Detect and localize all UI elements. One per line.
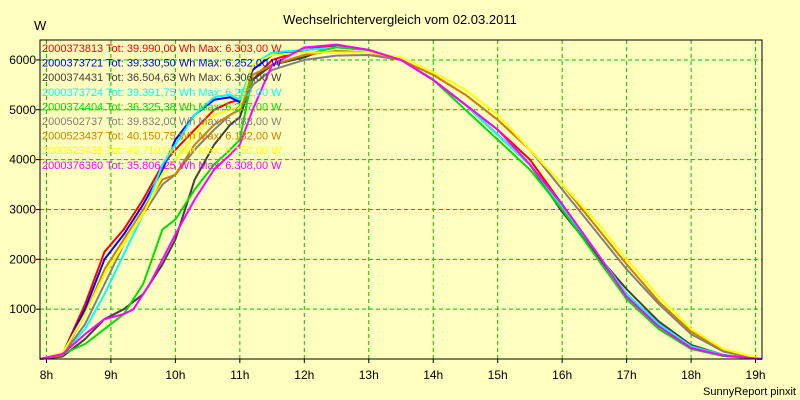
y-tick-label: 1000 [9,302,36,316]
y-tick-label: 6000 [9,53,36,67]
x-tick-label: 8h [40,368,53,382]
y-tick-label: 4000 [9,153,36,167]
plot-frame [39,39,763,360]
axis-ticks: 8h 9h 10h 11h 12h 13h 14h 15h 16h 17h 18h 19h 1000 20… [9,53,765,382]
legend-entry-2000373724: 2000373724 Tot: 39.391,75 Wh Max: 6.252,… [42,87,282,99]
x-tick-label: 17h [617,368,637,382]
series-line-2000523438 [39,51,763,360]
legend-entry-2000502737: 2000502737 Tot: 39.832,00 Wh Max: 6.088,… [42,116,282,128]
legend-entry-2000374404: 2000374404 Tot: 36.325,38 Wh Max: 6.257,… [42,101,282,113]
y-tick-label: 5000 [9,103,36,117]
y-axis-unit-label: W [34,18,47,33]
legend-entry-2000373721: 2000373721 Tot: 39.330,50 Wh Max: 6.252,… [42,58,282,70]
legend-entry-2000523437: 2000523437 Tot: 40.150,75 Wh Max: 6.182,… [42,131,282,143]
x-tick-label: 15h [488,368,508,382]
x-tick-label: 19h [746,368,766,382]
x-tick-label: 9h [104,368,117,382]
x-tick-label: 13h [359,368,379,382]
y-tick-label: 3000 [9,202,36,216]
series-line-2000376360 [39,43,763,360]
legend-entry-2000376360: 2000376360 Tot: 35.806,25 Wh Max: 6.308,… [42,160,282,172]
x-tick-label: 18h [681,368,701,382]
legend-entry-2000374431: 2000374431 Tot: 36.504,63 Wh Max: 6.306,… [42,72,282,84]
x-tick-label: 11h [230,368,249,382]
x-tick-label: 12h [294,368,314,382]
legend-entry-2000373813: 2000373813 Tot: 39.990,00 Wh Max: 6.303,… [42,43,282,55]
x-tick-label: 10h [165,368,185,382]
chart-title: Wechselrichtervergleich vom 02.03.2011 [283,12,517,27]
footer-credit: SunnyReport pinxit [703,386,796,398]
y-tick-label: 2000 [9,252,36,266]
series-lines [39,43,763,360]
legend: 2000373813 Tot: 39.990,00 Wh Max: 6.303,… [42,43,282,172]
legend-entry-2000523438: 2000523438 Tot: 40.710,00 Wh Max: 6.150,… [42,145,282,157]
x-tick-label: 16h [552,368,572,382]
series-line-2000374404 [39,46,763,360]
x-tick-label: 14h [423,368,443,382]
